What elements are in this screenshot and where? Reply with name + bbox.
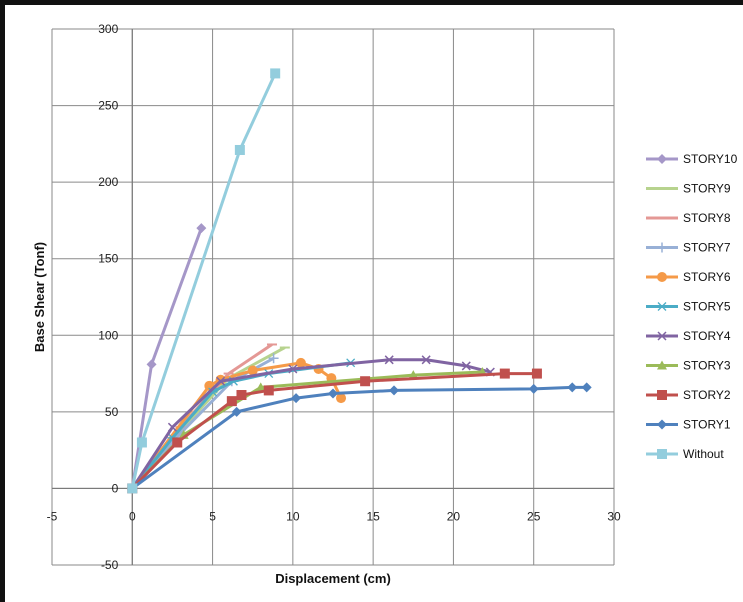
legend-label-story6: STORY6 (683, 270, 731, 284)
y-tick-labels: -50 0 50 100 150 200 250 300 (98, 22, 118, 572)
x-tick-label: 0 (129, 509, 136, 523)
legend-label-story4: STORY4 (683, 329, 731, 343)
data-point-without (127, 483, 138, 494)
y-tick-label: 150 (98, 252, 118, 266)
data-point-story2 (263, 385, 274, 396)
legend-item-story2: STORY2 (646, 388, 731, 402)
legend-label-story1: STORY1 (683, 418, 731, 432)
data-point-story2 (236, 390, 247, 401)
legend-item-story6: STORY6 (646, 270, 731, 284)
legend-item-story3: STORY3 (646, 359, 731, 373)
legend-item-story4: STORY4 (646, 329, 731, 343)
data-point-story4 (461, 361, 471, 371)
grid (51, 28, 615, 566)
x-tick-label: -5 (47, 509, 58, 523)
data-point-story1 (389, 385, 400, 396)
data-point-without (234, 144, 245, 155)
legend-item-story1: STORY1 (646, 418, 731, 432)
data-point-story1 (567, 382, 578, 393)
y-tick-label: 250 (98, 99, 118, 113)
legend-label-without: Without (683, 447, 724, 461)
data-point-story7 (268, 353, 279, 364)
legend-marker-story10 (657, 154, 667, 164)
data-point-story3 (255, 382, 266, 392)
legend-item-without: Without (646, 447, 724, 461)
series-story4 (127, 355, 495, 493)
y-axis-title: Base Shear (Tonf) (32, 242, 47, 352)
data-point-story10 (146, 359, 157, 370)
series-without (127, 68, 281, 494)
y-tick-label: 100 (98, 328, 118, 342)
x-tick-label: 15 (366, 509, 380, 523)
data-point-story6 (295, 357, 306, 368)
legend-marker-story5 (657, 302, 667, 311)
data-point-story1 (528, 383, 539, 394)
data-point-story4 (288, 364, 298, 374)
y-tick-label: 0 (112, 481, 119, 495)
legend-label-story7: STORY7 (683, 241, 731, 255)
x-tick-label: 5 (209, 509, 216, 523)
data-point-story2 (172, 437, 183, 448)
data-point-story4 (384, 355, 394, 365)
data-point-without (136, 437, 147, 448)
legend-label-story8: STORY8 (683, 211, 731, 225)
legend-item-story9: STORY9 (646, 182, 731, 196)
series-line-story2 (131, 372, 537, 490)
legend-marker-story6 (657, 272, 667, 282)
y-tick-label: 50 (105, 405, 119, 419)
x-tick-label: 25 (527, 509, 541, 523)
legend-label-story5: STORY5 (683, 300, 731, 314)
series-line-without (130, 72, 277, 489)
legend: STORY10 STORY9 STORY8 STORY7 STORY6 STORY5 STO… (646, 152, 738, 461)
series-story1 (127, 382, 592, 494)
series-group (127, 68, 592, 494)
data-point-story10 (196, 223, 207, 234)
data-point-story6 (247, 365, 258, 376)
legend-item-story7: STORY7 (646, 241, 731, 255)
legend-marker-story2 (657, 390, 667, 400)
x-tick-labels: -5 0 5 10 15 20 25 30 (47, 509, 621, 523)
data-point-story2 (226, 396, 237, 407)
data-point-story2 (499, 368, 510, 379)
series-line-story1 (131, 385, 587, 490)
x-tick-label: 10 (286, 509, 300, 523)
legend-item-story10: STORY10 (646, 152, 738, 166)
legend-marker-story4 (657, 331, 667, 341)
data-point-without (270, 68, 281, 79)
y-tick-label: 300 (98, 22, 118, 36)
y-tick-label: 200 (98, 175, 118, 189)
data-point-story4 (167, 422, 177, 432)
x-axis-title: Displacement (cm) (275, 571, 391, 586)
x-tick-label: 20 (447, 509, 461, 523)
data-point-story1 (328, 388, 338, 399)
data-point-story3 (408, 370, 419, 380)
data-point-story2 (360, 376, 371, 387)
legend-label-story9: STORY9 (683, 182, 731, 196)
legend-marker-story1 (657, 419, 667, 430)
data-point-story1 (291, 393, 302, 404)
legend-label-story3: STORY3 (683, 359, 731, 373)
data-point-story1 (581, 382, 592, 393)
data-point-story2 (531, 368, 542, 379)
x-tick-label: 30 (607, 509, 621, 523)
data-point-story6 (336, 393, 347, 404)
legend-marker-story3 (657, 360, 667, 370)
legend-item-story8: STORY8 (646, 211, 731, 225)
legend-label-story2: STORY2 (683, 388, 731, 402)
series-line-story4 (131, 358, 491, 490)
data-point-story1 (231, 406, 242, 417)
y-tick-label: -50 (101, 558, 119, 572)
legend-marker-story7 (657, 242, 667, 253)
data-point-story4 (421, 355, 431, 365)
legend-label-story10: STORY10 (683, 152, 738, 166)
legend-marker-without (657, 449, 667, 459)
legend-item-story5: STORY5 (646, 300, 731, 314)
data-point-story4 (216, 376, 226, 386)
